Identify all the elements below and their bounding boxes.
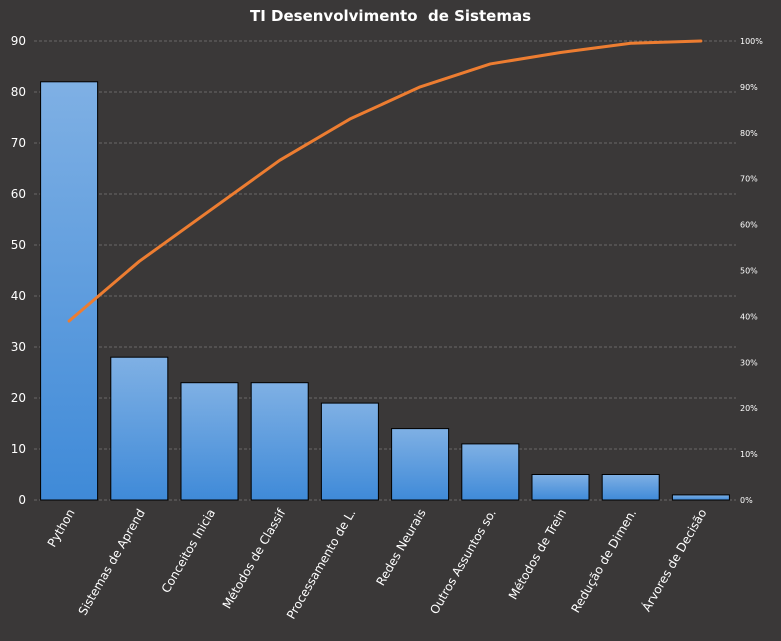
right-axis: 0% 10% 20% 30% 40% 50% 60% 70% 80% 90% 100% <box>740 37 763 505</box>
y2-tick-label: 30% <box>740 358 758 367</box>
y-tick-label: 60 <box>11 187 26 201</box>
bar <box>531 474 590 501</box>
y2-tick-label: 100% <box>740 37 763 46</box>
bar <box>461 443 520 501</box>
y-tick-label: 30 <box>11 340 26 354</box>
y-tick-label: 0 <box>18 493 26 507</box>
x-tick-label: Conceitos Inicia <box>159 507 218 596</box>
x-tick-label: Redes Neurais <box>374 506 429 588</box>
x-tick-label: Redução de Dimen. <box>568 507 639 616</box>
x-tick-label: Processamento de L. <box>284 507 358 622</box>
y2-tick-label: 70% <box>740 175 758 184</box>
bar <box>250 382 309 501</box>
y2-tick-label: 40% <box>740 312 758 321</box>
y2-tick-label: 90% <box>740 83 758 92</box>
bar <box>601 474 660 501</box>
bar <box>110 356 169 501</box>
bar <box>391 428 450 501</box>
y2-tick-label: 50% <box>740 267 758 276</box>
cumulative-line-layer <box>67 39 703 323</box>
y2-tick-label: 20% <box>740 404 758 413</box>
cumulative-line <box>67 39 703 323</box>
y2-tick-label: 10% <box>740 450 758 459</box>
x-tick-label: Árvores de Decisão <box>638 506 709 614</box>
grid-layer <box>34 40 736 501</box>
bar <box>180 382 239 501</box>
y-tick-label: 10 <box>11 442 26 456</box>
y-tick-label: 90 <box>11 34 26 48</box>
x-tick-label: Métodos de Classif <box>220 506 289 611</box>
y2-tick-label: 0% <box>740 496 753 505</box>
x-tick-label: Sistemas de Aprend <box>76 507 148 618</box>
x-tick-label: Outros Assuntos so. <box>427 507 499 617</box>
y2-tick-label: 60% <box>740 221 758 230</box>
bars-layer <box>40 81 730 501</box>
left-axis: 0 10 20 30 40 50 60 70 80 90 <box>11 34 26 507</box>
bar <box>40 81 99 501</box>
y-tick-label: 70 <box>11 136 26 150</box>
chart-title: TI Desenvolvimento de Sistemas <box>249 7 531 25</box>
y-tick-label: 80 <box>11 85 26 99</box>
x-tick-label: Métodos de Trein <box>506 507 569 602</box>
bar <box>320 402 379 501</box>
x-tick-label: Python <box>45 507 78 550</box>
bar <box>671 494 730 501</box>
y-tick-label: 20 <box>11 391 26 405</box>
y-tick-label: 50 <box>11 238 26 252</box>
y-tick-label: 40 <box>11 289 26 303</box>
y2-tick-label: 80% <box>740 129 758 138</box>
